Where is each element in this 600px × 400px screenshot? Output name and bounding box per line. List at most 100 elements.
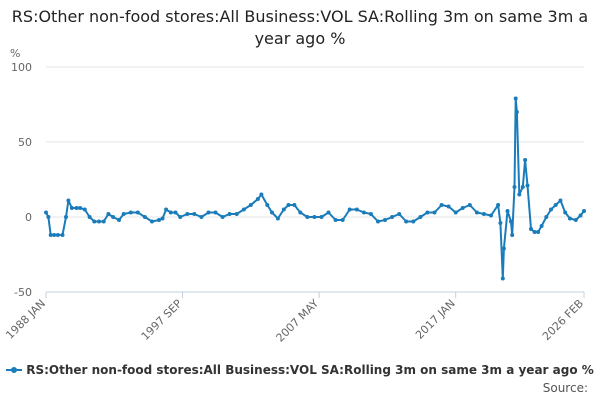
data-point[interactable] <box>265 203 270 207</box>
data-point[interactable] <box>404 219 409 224</box>
data-point[interactable] <box>390 215 395 219</box>
data-point[interactable] <box>582 209 586 213</box>
data-point[interactable] <box>536 230 541 234</box>
data-point[interactable] <box>397 212 402 216</box>
data-point[interactable] <box>142 215 147 219</box>
data-point[interactable] <box>532 230 537 234</box>
data-point[interactable] <box>563 210 568 215</box>
data-point[interactable] <box>185 212 190 216</box>
data-point[interactable] <box>517 192 522 197</box>
data-point[interactable] <box>97 219 101 224</box>
data-point[interactable] <box>529 227 533 231</box>
data-point[interactable] <box>512 185 517 189</box>
data-point[interactable] <box>544 215 549 219</box>
data-point[interactable] <box>411 219 416 224</box>
data-point[interactable] <box>135 210 140 215</box>
data-point[interactable] <box>281 207 286 212</box>
data-point[interactable] <box>157 218 161 222</box>
data-point[interactable] <box>312 215 317 219</box>
data-point[interactable] <box>446 204 451 209</box>
data-point[interactable] <box>496 203 501 207</box>
data-point[interactable] <box>128 210 133 215</box>
data-point[interactable] <box>510 233 515 237</box>
data-point[interactable] <box>333 218 338 222</box>
data-point[interactable] <box>298 210 303 215</box>
data-point[interactable] <box>66 198 71 203</box>
data-point[interactable] <box>520 185 525 189</box>
data-point[interactable] <box>213 210 218 215</box>
data-point[interactable] <box>425 210 430 215</box>
data-point[interactable] <box>514 110 519 114</box>
data-point[interactable] <box>383 218 387 222</box>
data-point[interactable] <box>121 212 126 216</box>
data-point[interactable] <box>160 216 165 221</box>
data-point[interactable] <box>292 203 297 207</box>
data-point[interactable] <box>55 233 60 237</box>
data-point[interactable] <box>46 215 51 219</box>
data-point[interactable] <box>453 210 458 215</box>
data-point[interactable] <box>558 198 563 203</box>
data-point[interactable] <box>432 210 437 215</box>
data-point[interactable] <box>64 215 68 219</box>
data-point[interactable] <box>87 215 92 219</box>
data-point[interactable] <box>567 216 572 221</box>
data-point[interactable] <box>340 218 345 222</box>
data-point[interactable] <box>220 215 225 219</box>
data-point[interactable] <box>74 206 79 210</box>
data-point[interactable] <box>173 210 178 215</box>
data-point[interactable] <box>60 233 65 237</box>
data-point[interactable] <box>498 221 503 225</box>
data-point[interactable] <box>234 212 239 216</box>
data-point[interactable] <box>168 210 173 215</box>
data-point[interactable] <box>326 210 331 215</box>
data-point[interactable] <box>368 212 373 216</box>
data-point[interactable] <box>474 210 479 215</box>
data-point[interactable] <box>549 207 553 212</box>
data-point[interactable] <box>578 213 583 218</box>
legend[interactable]: RS:Other non-food stores:All Business:VO… <box>0 361 600 379</box>
data-point[interactable] <box>489 213 493 218</box>
data-point[interactable] <box>275 216 280 221</box>
data-point[interactable] <box>467 203 472 207</box>
data-point[interactable] <box>500 276 505 281</box>
data-point[interactable] <box>347 207 352 212</box>
data-point[interactable] <box>305 215 310 219</box>
data-point[interactable] <box>255 197 260 201</box>
data-point[interactable] <box>117 218 121 222</box>
data-point[interactable] <box>525 183 530 188</box>
data-point[interactable] <box>523 158 528 162</box>
data-point[interactable] <box>48 233 53 237</box>
data-point[interactable] <box>481 212 486 216</box>
data-point[interactable] <box>501 246 506 251</box>
data-point[interactable] <box>270 210 274 215</box>
data-point[interactable] <box>44 210 48 215</box>
data-point[interactable] <box>418 215 423 219</box>
data-point[interactable] <box>513 96 518 101</box>
data-point[interactable] <box>82 207 87 212</box>
data-point[interactable] <box>354 207 359 212</box>
data-point[interactable] <box>69 206 74 210</box>
data-point[interactable] <box>192 212 197 216</box>
data-point[interactable] <box>439 203 444 207</box>
data-point[interactable] <box>111 215 116 219</box>
data-point[interactable] <box>286 203 291 207</box>
data-point[interactable] <box>227 212 232 216</box>
data-point[interactable] <box>573 218 578 222</box>
data-point[interactable] <box>206 210 211 215</box>
data-point[interactable] <box>199 215 204 219</box>
data-point[interactable] <box>101 219 106 224</box>
data-point[interactable] <box>505 209 510 213</box>
data-point[interactable] <box>150 219 154 224</box>
data-point[interactable] <box>106 212 111 216</box>
data-point[interactable] <box>361 210 366 215</box>
data-point[interactable] <box>52 233 57 237</box>
data-point[interactable] <box>319 215 324 219</box>
data-point[interactable] <box>248 203 253 207</box>
data-point[interactable] <box>164 207 169 212</box>
data-point[interactable] <box>178 215 183 219</box>
data-point[interactable] <box>259 192 264 197</box>
data-point[interactable] <box>539 224 544 228</box>
data-point[interactable] <box>92 219 97 224</box>
data-point[interactable] <box>509 219 513 224</box>
data-point[interactable] <box>78 206 83 210</box>
